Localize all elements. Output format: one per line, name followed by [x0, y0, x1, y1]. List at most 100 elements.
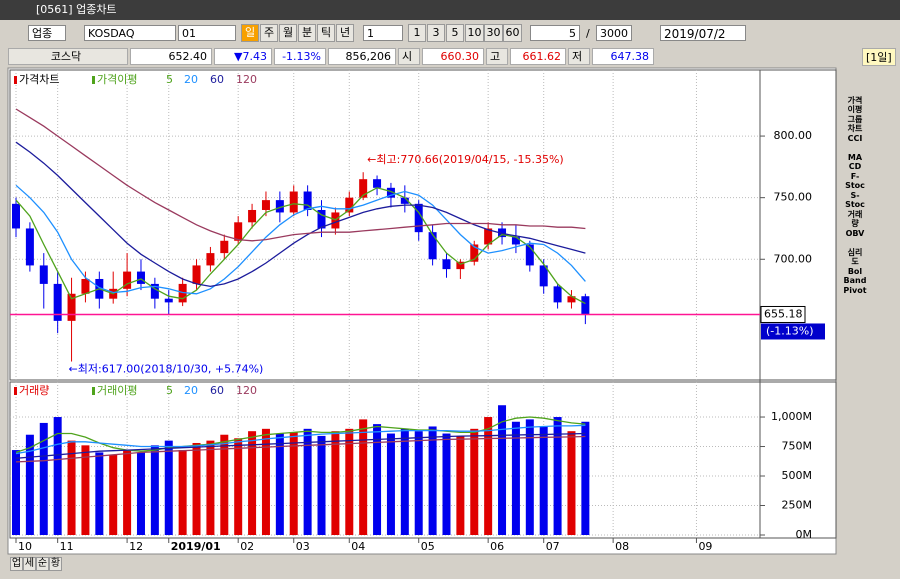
- side-tool[interactable]: 그룹 차트: [847, 115, 863, 133]
- y-tick-label: 700.00: [774, 252, 813, 265]
- candle-body: [248, 209, 257, 223]
- tab[interactable]: 황: [49, 557, 62, 571]
- info-open: 660.30: [422, 48, 484, 65]
- moving-average: [15, 108, 586, 242]
- period-button[interactable]: 틱: [317, 24, 335, 42]
- max-count[interactable]: 3000: [596, 25, 632, 41]
- side-tool[interactable]: 가격 이평: [847, 96, 863, 114]
- side-tool[interactable]: S-Stoc: [845, 191, 865, 209]
- candle-body: [136, 271, 145, 284]
- volume-bar: [95, 452, 104, 535]
- candle-body: [25, 228, 34, 266]
- volume-bar: [67, 440, 76, 535]
- candle-body: [289, 191, 298, 213]
- volume-bar: [234, 438, 243, 535]
- tab[interactable]: 업: [10, 557, 23, 571]
- volume-bar: [442, 433, 451, 535]
- info-price: 652.40: [130, 48, 212, 65]
- side-tool[interactable]: CCI: [847, 134, 863, 143]
- candle-body: [220, 240, 229, 254]
- tab[interactable]: 순: [36, 557, 49, 571]
- side-tool[interactable]: 거래 량: [847, 210, 863, 228]
- volume-panel: [9, 381, 837, 539]
- candle-body: [67, 293, 76, 321]
- volume-bar: [192, 442, 201, 535]
- volume-bar: [345, 428, 354, 535]
- candle-body: [567, 296, 576, 303]
- side-tool[interactable]: Pivot: [843, 286, 867, 295]
- volume-bar: [39, 422, 48, 535]
- side-tool[interactable]: 심리 도: [847, 248, 863, 266]
- candle-body: [386, 187, 395, 198]
- tab[interactable]: 세: [23, 557, 36, 571]
- high-label: 고: [486, 48, 508, 65]
- sub-code[interactable]: 01: [178, 25, 236, 41]
- x-tick-label: 2019/01: [171, 540, 221, 553]
- moving-average: [15, 416, 586, 454]
- volume-bar: [123, 450, 132, 535]
- side-tool[interactable]: F-Stoc: [845, 172, 865, 190]
- info-change: ▼7.43: [214, 48, 272, 65]
- market-select[interactable]: 업종: [28, 25, 66, 41]
- minute-button[interactable]: 1: [408, 24, 426, 42]
- x-tick-label: 04: [351, 540, 365, 553]
- info-rate: -1.13%: [274, 48, 326, 65]
- volume-bar: [581, 421, 590, 535]
- minute-button[interactable]: 10: [465, 24, 484, 42]
- volume-bar: [484, 417, 493, 535]
- volume-bar: [414, 431, 423, 535]
- minute-button[interactable]: 3: [427, 24, 445, 42]
- count-input[interactable]: 5: [530, 25, 580, 41]
- y-tick-label: 1,000M: [771, 410, 812, 423]
- period-button[interactable]: 월: [279, 24, 297, 42]
- minute-button[interactable]: 30: [484, 24, 503, 42]
- legend-entry: 120: [236, 384, 257, 397]
- side-tool[interactable]: MA CD: [847, 153, 863, 171]
- side-tool[interactable]: Bol Band: [843, 267, 867, 285]
- volume-bar: [220, 434, 229, 535]
- period-button[interactable]: 일: [241, 24, 259, 42]
- x-tick-label: 02: [240, 540, 254, 553]
- info-low: 647.38: [592, 48, 654, 65]
- volume-bar: [470, 428, 479, 535]
- candle-body: [400, 197, 409, 204]
- candle-body: [39, 265, 48, 284]
- last-change-label: (-1.13%): [766, 324, 814, 337]
- last-price-label: 655.18: [764, 307, 803, 320]
- volume-bar: [248, 431, 257, 535]
- period-button[interactable]: 분: [298, 24, 316, 42]
- last-change-box: [761, 323, 825, 340]
- x-tick-label: 06: [490, 540, 504, 553]
- side-tool[interactable]: OBV: [845, 229, 865, 238]
- x-tick-label: 07: [546, 540, 560, 553]
- legend-entry: 5: [166, 384, 173, 397]
- volume-bar: [373, 424, 382, 535]
- date-select[interactable]: 2019/07/2: [660, 25, 746, 41]
- candle-body: [414, 203, 423, 233]
- volume-bar: [525, 419, 534, 535]
- code-input[interactable]: KOSDAQ: [84, 25, 176, 41]
- candle-body: [275, 200, 284, 213]
- x-tick-label: 12: [129, 540, 143, 553]
- x-tick-label: 09: [698, 540, 712, 553]
- period-button[interactable]: 주: [260, 24, 278, 42]
- minute-button[interactable]: 5: [446, 24, 464, 42]
- window-title: [0561] 업종차트: [36, 3, 117, 16]
- candle-body: [484, 228, 493, 245]
- period-button[interactable]: 년: [336, 24, 354, 42]
- candle-body: [525, 244, 534, 266]
- unit-select[interactable]: 1: [363, 25, 403, 41]
- volume-bar: [12, 450, 20, 535]
- candle-body: [442, 259, 451, 270]
- candle-body: [234, 222, 243, 241]
- candle-body: [359, 179, 368, 198]
- info-high: 661.62: [510, 48, 566, 65]
- legend-ma-title: 거래이평: [97, 384, 137, 397]
- y-tick-label: 750M: [782, 440, 813, 453]
- candle-body: [553, 286, 562, 303]
- legend-swatch: [92, 76, 95, 84]
- legend-entry: 5: [166, 73, 173, 86]
- volume-bar: [386, 433, 395, 535]
- legend-swatch: [14, 76, 17, 84]
- minute-button[interactable]: 60: [503, 24, 522, 42]
